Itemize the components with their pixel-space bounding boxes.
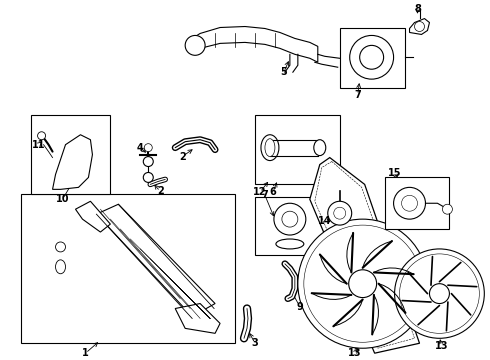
Circle shape bbox=[401, 195, 417, 211]
Ellipse shape bbox=[276, 239, 304, 249]
Polygon shape bbox=[75, 201, 110, 232]
Circle shape bbox=[415, 22, 424, 31]
Polygon shape bbox=[310, 158, 419, 353]
Text: 14: 14 bbox=[318, 216, 332, 226]
Text: 7: 7 bbox=[262, 190, 269, 200]
Text: 5: 5 bbox=[280, 67, 287, 77]
Circle shape bbox=[143, 157, 153, 167]
Circle shape bbox=[393, 187, 425, 219]
Circle shape bbox=[328, 201, 352, 225]
Circle shape bbox=[429, 284, 449, 303]
Text: 10: 10 bbox=[56, 194, 69, 204]
Circle shape bbox=[144, 144, 152, 152]
Text: 1: 1 bbox=[82, 348, 89, 358]
Circle shape bbox=[442, 204, 452, 214]
Circle shape bbox=[350, 35, 393, 79]
Polygon shape bbox=[175, 303, 220, 333]
Text: 12: 12 bbox=[253, 187, 267, 197]
Bar bbox=[385, 177, 449, 229]
Bar bbox=[30, 115, 110, 194]
Text: 9: 9 bbox=[296, 302, 303, 311]
Circle shape bbox=[334, 207, 346, 219]
Ellipse shape bbox=[265, 139, 275, 157]
Circle shape bbox=[304, 225, 421, 342]
Bar bbox=[21, 194, 235, 343]
Bar bbox=[255, 115, 340, 184]
Circle shape bbox=[38, 132, 46, 140]
Text: 6: 6 bbox=[270, 187, 276, 197]
Circle shape bbox=[55, 242, 66, 252]
Circle shape bbox=[298, 219, 427, 348]
Circle shape bbox=[360, 45, 384, 69]
Bar bbox=[255, 197, 325, 255]
Circle shape bbox=[399, 254, 479, 333]
Polygon shape bbox=[52, 135, 93, 189]
Circle shape bbox=[349, 270, 377, 298]
Circle shape bbox=[185, 35, 205, 55]
Text: 15: 15 bbox=[388, 168, 401, 179]
Text: 2: 2 bbox=[157, 186, 164, 196]
Polygon shape bbox=[97, 204, 215, 316]
Polygon shape bbox=[192, 27, 318, 62]
Text: 13: 13 bbox=[348, 348, 362, 358]
Ellipse shape bbox=[261, 135, 279, 161]
Bar bbox=[340, 28, 405, 88]
Text: 8: 8 bbox=[414, 4, 421, 14]
Ellipse shape bbox=[55, 260, 66, 274]
Text: 13: 13 bbox=[435, 341, 448, 351]
Circle shape bbox=[274, 203, 306, 235]
Circle shape bbox=[143, 172, 153, 183]
Text: 7: 7 bbox=[354, 90, 361, 100]
Text: 4: 4 bbox=[137, 143, 144, 153]
Ellipse shape bbox=[314, 140, 326, 156]
Text: 3: 3 bbox=[251, 338, 258, 348]
Text: 11: 11 bbox=[32, 140, 46, 150]
Circle shape bbox=[394, 249, 484, 338]
Polygon shape bbox=[410, 19, 429, 35]
Text: 2: 2 bbox=[179, 152, 186, 162]
Circle shape bbox=[282, 211, 298, 227]
